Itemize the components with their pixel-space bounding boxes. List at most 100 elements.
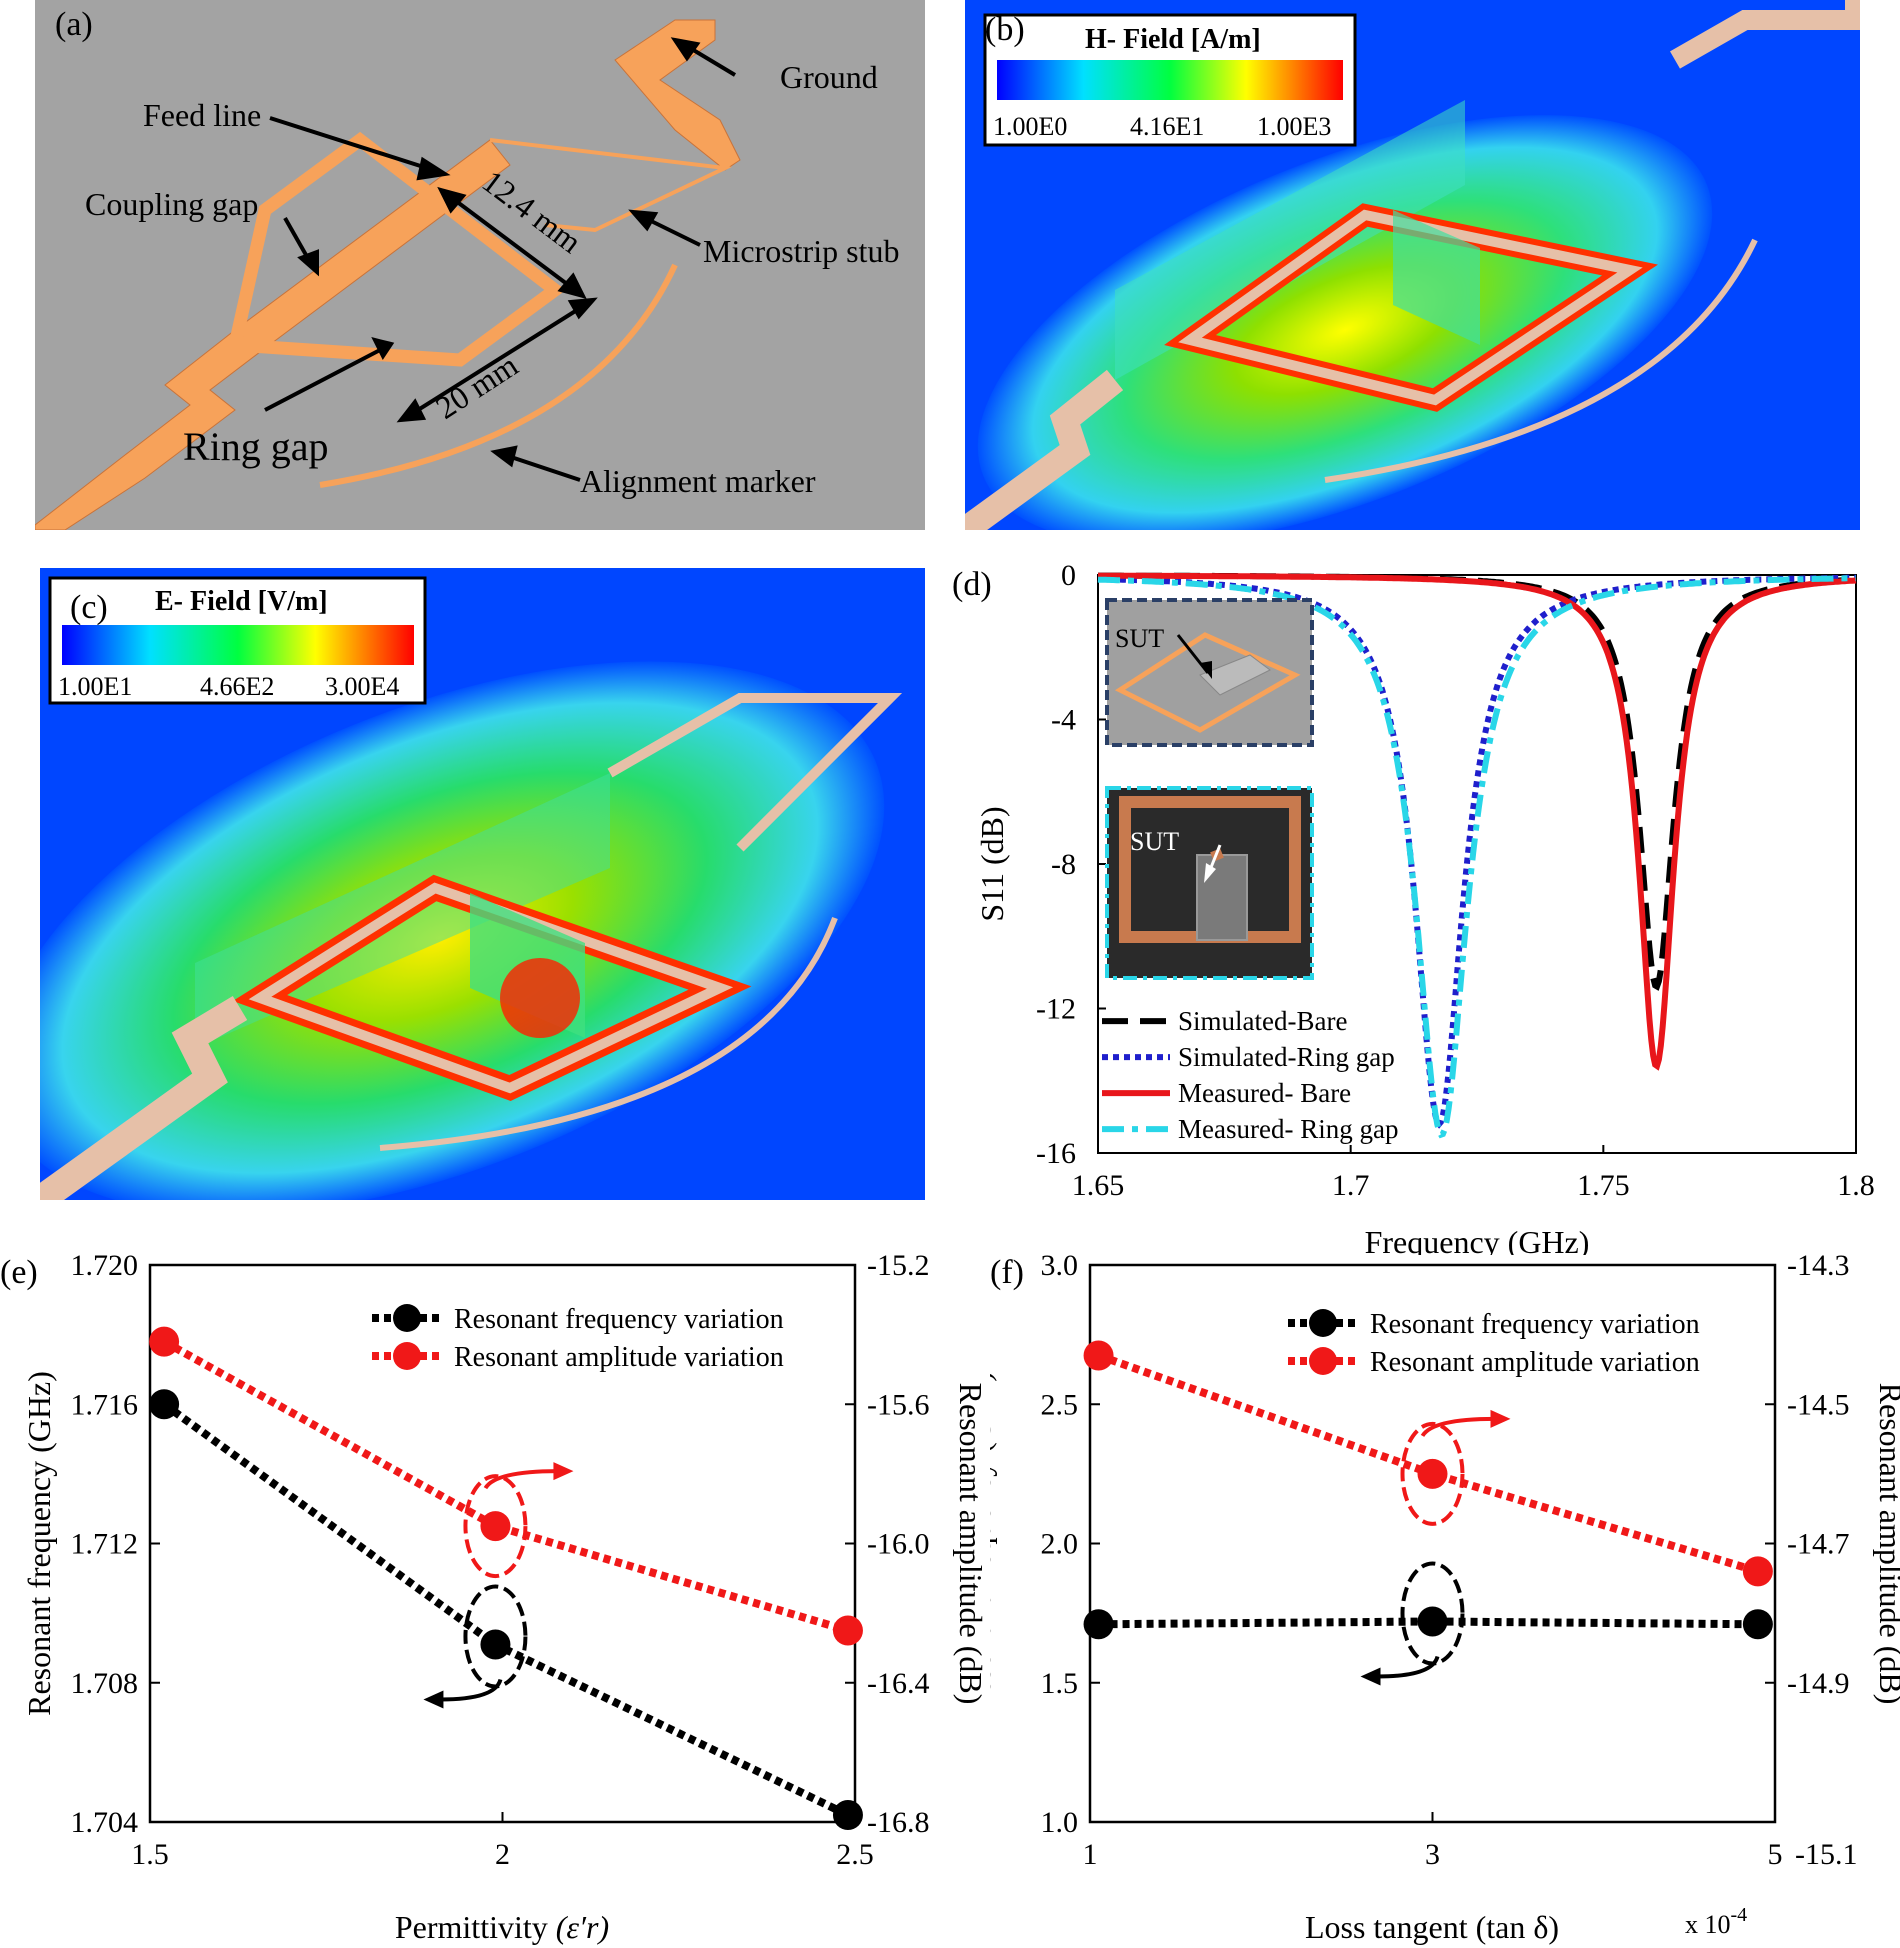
chart-d-legend-label: Simulated-Ring gap (1178, 1042, 1395, 1072)
callout-arrowhead-amplitude (1490, 1409, 1511, 1428)
chart-d-xtick-label: 1.65 (1072, 1169, 1125, 1202)
ytick-left-label: 3.0 (1041, 1255, 1079, 1282)
h-field-marker-arc (1324, 238, 1758, 483)
ytick-left-label: 2.0 (1041, 1528, 1079, 1561)
ytick-right-label: -14.9 (1787, 1667, 1850, 1700)
series-point-1 (1742, 1609, 1773, 1640)
xtick-label: 3 (1425, 1838, 1440, 1871)
panel-f-label: (f) (990, 1255, 1024, 1291)
panel-c: (c) E- Field [V/m] 1.00E1 4.66E2 3.00E4 (40, 568, 925, 1200)
e-field-marker-arc (379, 916, 838, 1151)
series-line-1 (1098, 1617, 1758, 1629)
ylabel-left: Resonant frequency (GHz) (990, 1371, 997, 1716)
ytick-left-label: 1.716 (71, 1388, 139, 1421)
chart-f-x-multiplier: x 10-4 (1685, 1904, 1747, 1939)
chart-e-plot: 1.5 2 2.5 1.704 1.708 1.712 1.716 1.720 -16.8 -16… (21, 1255, 989, 1945)
colorbar-b-mid: 4.16E1 (1130, 112, 1204, 141)
callout-arrow-amplitude (1420, 1416, 1495, 1438)
ytick-right-label: -16.8 (867, 1806, 930, 1839)
series-line-1 (161, 1401, 850, 1819)
xtick-label: 2.5 (836, 1838, 874, 1871)
chart-d-axes: 1.65 1.7 1.75 1.8 0 -4 -8 -12 -16 Frequency (GHz)… (974, 559, 1875, 1255)
chart-f-plot: 1 3 5 1.0 1.5 2.0 2.5 3.0 -14.9 -14.7 -14.5 -14.3 Re… (990, 1255, 1900, 1945)
colorbar-b-min: 1.00E0 (993, 112, 1067, 141)
callout-arrow-frequency (1377, 1655, 1440, 1679)
legend-marker (1309, 1309, 1337, 1337)
inset-photo-label: SUT (1130, 827, 1179, 856)
h-field-ring (1178, 209, 1643, 406)
ytick-right-label: -16.4 (867, 1667, 930, 1700)
ylabel-right: Resonant amplitude (dB) (953, 1383, 989, 1705)
chart-f-ytick-right-bottom: -15.1 (1795, 1838, 1858, 1871)
chart-d-lines (1097, 572, 1857, 1139)
colorbar-b-title: H- Field [A/m] (1085, 24, 1261, 55)
panel-b: (b) H- Field [A/m] 1.00E0 4.16E1 1.00E3 (965, 0, 1860, 530)
e-field-hotspot (500, 958, 580, 1038)
panel-e-label: (e) (0, 1255, 38, 1291)
e-field-stub (607, 693, 903, 852)
ytick-right-label: -16.0 (867, 1528, 930, 1561)
panel-a-drawing: (a) Ground Feed line Coupling gap Micros… (35, 0, 925, 530)
series-point-1 (480, 1629, 511, 1660)
label-microstrip-stub: Microstrip stub (703, 233, 899, 269)
ytick-right-label: -14.7 (1787, 1528, 1850, 1561)
legend-label: Resonant amplitude variation (1370, 1347, 1700, 1378)
e-field-feed (40, 995, 248, 1200)
callout-ellipse-amplitude (1400, 1421, 1465, 1526)
chart-f-svg: (f) 1 3 5 1.0 1.5 2.0 2.5 3.0 -14.9 -14.7 -14.5 -14… (990, 1255, 1900, 1945)
legend-label: Resonant frequency variation (454, 1304, 784, 1335)
panel-d: (d) 1.65 1.7 1.75 1.8 0 -4 -8 -12 -16 Frequency (… (950, 555, 1900, 1255)
series-point-2 (480, 1511, 511, 1542)
series-point-2 (1742, 1556, 1773, 1587)
label-feed-line: Feed line (143, 97, 261, 133)
inset-photo: SUT (1105, 786, 1314, 980)
ylabel-right: Resonant amplitude (dB) (1873, 1383, 1900, 1705)
colorbar-c-min: 1.00E1 (58, 672, 132, 701)
chart-e-svg: (e) 1.5 2 2.5 1.704 1.708 1.712 1.716 1.720 -16.… (0, 1255, 989, 1945)
xtick-label: 5 (1768, 1838, 1783, 1871)
chart-d-ytick-label: -4 (1051, 704, 1076, 737)
panel-c-label: (c) (70, 589, 108, 626)
colorbar-c-title: E- Field [V/m] (155, 586, 328, 617)
colorbar-b-gradient (997, 60, 1343, 100)
legend-marker (393, 1304, 421, 1332)
ytick-left-label: 1.720 (71, 1255, 139, 1282)
panel-e: (e) 1.5 2 2.5 1.704 1.708 1.712 1.716 1.720 -16.… (0, 1255, 990, 1948)
chart-d-ytick-label: 0 (1061, 559, 1076, 592)
h-field-map (977, 115, 1713, 530)
series-line-2 (162, 1338, 850, 1635)
chart-d-xlabel: Frequency (GHz) (1365, 1224, 1590, 1255)
feed-line-strip (35, 139, 511, 530)
chart-e-xlabel: Permittivity (ε′r) (395, 1909, 609, 1945)
chart-d-ytick-label: -12 (1036, 993, 1076, 1026)
callout-arrowhead-amplitude (553, 1462, 574, 1481)
alignment-marker-arc (319, 263, 678, 488)
panel-c-drawing: (c) E- Field [V/m] 1.00E1 4.66E2 3.00E4 (40, 568, 925, 1200)
inset-schematic-label: SUT (1115, 624, 1164, 653)
chart-d-ylabel: S11 (dB) (974, 806, 1010, 921)
xtick-label: 1.5 (131, 1838, 169, 1871)
panel-b-label: (b) (985, 11, 1025, 48)
ylabel-left: Resonant frequency (GHz) (21, 1371, 57, 1716)
series-point-2 (1417, 1458, 1448, 1489)
ground-pad (614, 19, 741, 171)
ytick-left-label: 1.708 (71, 1667, 139, 1700)
label-coupling-gap: Coupling gap (85, 186, 258, 222)
microstrip-stub-line (489, 138, 733, 233)
xtick-label: 2 (495, 1838, 510, 1871)
label-alignment-marker: Alignment marker (580, 463, 816, 499)
chart-d-series-4 (1097, 575, 1856, 1139)
e-field-ring (248, 882, 734, 1094)
chart-d-series-3 (1098, 572, 1857, 1071)
h-field-ground (1670, 0, 1860, 69)
callout-arrowhead-frequency (1360, 1667, 1381, 1686)
h-field-feed (965, 369, 1124, 530)
series-point-2 (1083, 1340, 1114, 1371)
chart-d-series-2 (1097, 574, 1856, 1129)
chart-d-legend-label: Measured- Bare (1178, 1078, 1351, 1108)
chart-d-xtick-label: 1.8 (1837, 1169, 1875, 1202)
chart-d-ytick-label: -16 (1036, 1137, 1076, 1170)
series-point-2 (149, 1326, 180, 1357)
chart-d-legend-label: Measured- Ring gap (1178, 1114, 1398, 1144)
colorbar-b-max: 1.00E3 (1257, 112, 1331, 141)
